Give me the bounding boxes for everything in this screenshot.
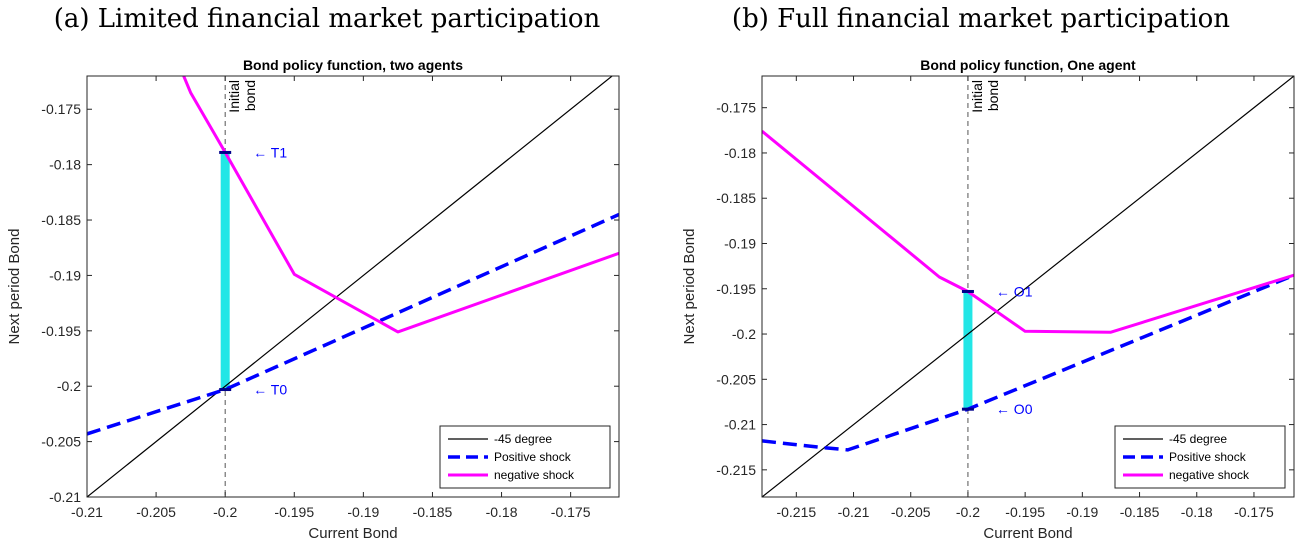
chart1-initial-bond-label-0: Initial <box>226 80 242 113</box>
chart2-x-tick-label: -0.19 <box>1066 504 1098 520</box>
chart1-point-label-0: ← T1 <box>253 144 287 160</box>
chart2-series-45-degree <box>762 76 1294 497</box>
chart1-initial-bond-label-1: bond <box>242 80 258 111</box>
panel-caption-a: (a) Limited financial market participati… <box>53 4 601 34</box>
chart1-y-tick-label: -0.19 <box>49 267 81 283</box>
chart1-y-tick-label: -0.205 <box>41 434 81 450</box>
chart2-series-positive-shock <box>762 273 1294 452</box>
chart1-series-45-degree <box>87 76 614 497</box>
chart2-y-tick-label: -0.21 <box>724 417 756 433</box>
chart2-initial-bond-label-1: bond <box>985 80 1001 111</box>
chart1-y-axis-title: Next period Bond <box>6 229 23 345</box>
chart1-series-negative-shock <box>182 76 619 334</box>
chart2-x-tick-label: -0.175 <box>1234 504 1274 520</box>
chart1-y-tick-label: -0.175 <box>41 101 81 117</box>
chart2-x-tick-label: -0.215 <box>776 504 816 520</box>
chart2-x-tick-label: -0.18 <box>1181 504 1213 520</box>
chart1-legend-entry-2: negative shock <box>494 468 575 482</box>
chart2-y-tick-label: -0.19 <box>724 235 756 251</box>
chart2-initial-bond-label-0: Initial <box>969 80 985 113</box>
chart1-x-tick-label: -0.21 <box>71 504 103 520</box>
chart2-plot-layer <box>762 76 1294 497</box>
chart1-axes-box <box>86 75 620 498</box>
chart1-series-positive-shock <box>87 212 619 436</box>
chart1-legend-entry-1: Positive shock <box>494 450 572 464</box>
chart1-y-tick-label: -0.2 <box>57 378 81 394</box>
chart2-x-axis-title: Current Bond <box>983 525 1072 542</box>
chart2-point-label-1: ← O0 <box>996 401 1033 417</box>
chart1-x-axis-title: Current Bond <box>308 525 397 542</box>
chart2-axes-box <box>761 75 1295 498</box>
chart1-y-tick-label: -0.195 <box>41 323 81 339</box>
chart2-x-tick-label: -0.195 <box>1005 504 1045 520</box>
chart2-y-axis-title: Next period Bond <box>681 229 698 345</box>
chart1-plot-title: Bond policy function, two agents <box>243 57 463 73</box>
chart1-legend-entry-0: -45 degree <box>494 432 552 446</box>
chart2-plot-title: Bond policy function, One agent <box>920 57 1136 73</box>
chart2-y-tick-label: -0.215 <box>716 462 756 478</box>
chart2-x-tick-label: -0.2 <box>956 504 980 520</box>
chart2-legend-entry-1: Positive shock <box>1169 450 1247 464</box>
chart2-x-tick-label: -0.21 <box>838 504 870 520</box>
chart2-legend-entry-0: -45 degree <box>1169 432 1227 446</box>
chart1-x-tick-label: -0.195 <box>274 504 314 520</box>
chart1-x-tick-label: -0.19 <box>347 504 379 520</box>
chart2-y-tick-label: -0.175 <box>716 100 756 116</box>
chart2-x-tick-label: -0.185 <box>1120 504 1160 520</box>
chart1-x-tick-label: -0.185 <box>413 504 453 520</box>
chart1-plot-layer <box>87 76 619 497</box>
chart1-y-tick-label: -0.21 <box>49 489 81 505</box>
chart2-legend-entry-2: negative shock <box>1169 468 1250 482</box>
chart2-x-tick-label: -0.205 <box>891 504 931 520</box>
chart1-x-tick-label: -0.175 <box>551 504 591 520</box>
chart2-y-tick-label: -0.2 <box>732 326 756 342</box>
chart2-y-tick-label: -0.185 <box>716 190 756 206</box>
chart2-y-tick-label: -0.205 <box>716 371 756 387</box>
chart2-y-tick-label: -0.195 <box>716 281 756 297</box>
chart1-y-tick-label: -0.185 <box>41 212 81 228</box>
chart2-y-tick-label: -0.18 <box>724 145 756 161</box>
chart1-point-label-1: ← T0 <box>253 382 287 398</box>
chart1-x-tick-label: -0.205 <box>136 504 176 520</box>
chart1-x-tick-label: -0.18 <box>486 504 518 520</box>
chart2-point-label-0: ← O1 <box>996 283 1033 299</box>
chart1-y-tick-label: -0.18 <box>49 157 81 173</box>
chart1-x-tick-label: -0.2 <box>213 504 237 520</box>
panel-caption-b: (b) Full financial market participation <box>731 4 1231 34</box>
